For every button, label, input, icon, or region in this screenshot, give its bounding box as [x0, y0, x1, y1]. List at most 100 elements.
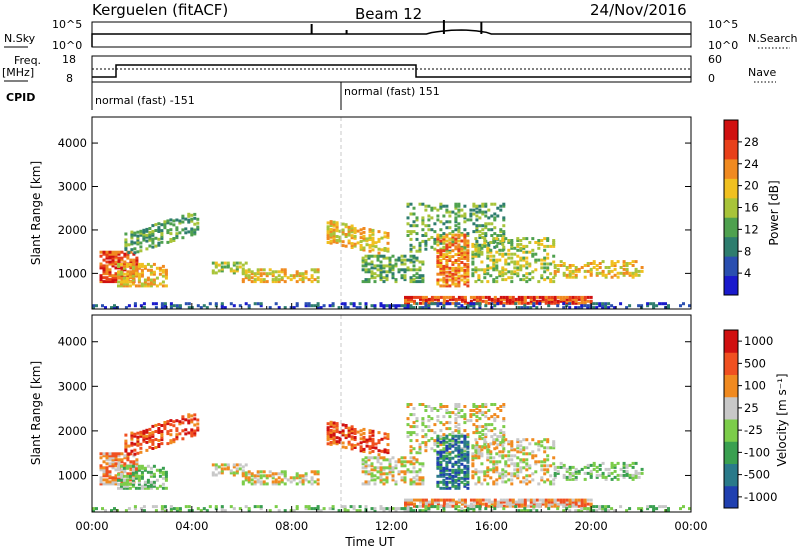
power-cell [409, 212, 413, 216]
velocity-cell [439, 437, 443, 441]
power-cell [131, 262, 135, 266]
velocity-cell [586, 498, 590, 502]
power-cell [460, 214, 464, 218]
power-cell [439, 259, 443, 262]
velocity-cell [463, 466, 467, 470]
power-cell [169, 218, 173, 222]
velocity-cell [113, 507, 116, 511]
velocity-cell [463, 476, 467, 480]
velocity-cell [102, 466, 106, 470]
velocity-cell [409, 460, 413, 464]
power-cell [430, 208, 434, 212]
power-cell [516, 260, 520, 264]
velocity-cell [531, 450, 535, 454]
velocity-cell [499, 500, 503, 504]
velocity-cell [445, 456, 449, 460]
velocity-cell [525, 462, 529, 466]
power-cell [421, 218, 425, 222]
power-cell [586, 306, 590, 310]
velocity-cell [469, 413, 473, 417]
velocity-cell [424, 507, 428, 511]
power-cell [181, 216, 185, 220]
velocity-cell [126, 454, 130, 458]
power-cell [460, 304, 464, 308]
velocity-cell [516, 470, 520, 474]
power-cell [394, 278, 398, 282]
velocity-cell [516, 440, 520, 444]
velocity-cell [486, 456, 490, 460]
power-cell [388, 258, 392, 262]
velocity-cell [439, 464, 443, 468]
power-cell [361, 260, 365, 264]
power-cell [105, 280, 109, 284]
velocity-cell [498, 472, 502, 476]
velocity-cell [565, 469, 569, 473]
velocity-cell [250, 482, 254, 486]
power-cell [604, 266, 608, 269]
velocity-cell [406, 468, 410, 472]
velocity-cell [353, 436, 357, 439]
power-cell [502, 202, 506, 206]
power-cell [628, 304, 632, 308]
power-cell [577, 306, 581, 310]
power-cell [525, 256, 529, 260]
power-cell [457, 245, 461, 249]
power-cell [229, 269, 233, 273]
power-cell [352, 302, 356, 306]
power-cell [471, 272, 475, 276]
power-cell [607, 269, 611, 273]
power-cell [628, 262, 632, 265]
velocity-cell [529, 502, 533, 506]
velocity-cell [146, 478, 150, 482]
power-cell [187, 214, 191, 218]
velocity-cell [133, 507, 137, 511]
velocity-cell [111, 454, 115, 458]
power-cell [99, 266, 103, 270]
velocity-cell [117, 472, 120, 476]
power-cell [412, 220, 416, 224]
velocity-cell [463, 434, 467, 438]
velocity-cell [546, 478, 550, 482]
velocity-cell [490, 502, 494, 506]
power-cell [471, 250, 475, 254]
power-cell [451, 230, 455, 234]
velocity-cell [595, 509, 599, 513]
velocity-cell [463, 470, 467, 474]
power-cell [439, 253, 443, 257]
power-cell [385, 256, 389, 260]
velocity-cell [484, 502, 488, 506]
power-cell [232, 261, 236, 265]
velocity-cell [448, 446, 452, 450]
velocity-cell [105, 466, 109, 470]
velocity-cell [510, 474, 514, 478]
power-cell [329, 231, 333, 235]
velocity-cell [493, 433, 497, 437]
velocity-cell [187, 505, 191, 509]
power-cell [105, 272, 109, 276]
power-cell [448, 255, 452, 259]
power-cell [484, 214, 488, 218]
power-cell [410, 295, 413, 299]
power-cell [133, 251, 137, 255]
velocity-cell [463, 405, 467, 408]
velocity-cell [262, 474, 266, 478]
velocity-cell [101, 507, 104, 511]
power-cell [601, 302, 605, 306]
velocity-cell [415, 451, 419, 455]
power-cell [139, 233, 143, 237]
velocity-cell [424, 441, 428, 445]
velocity-cell [460, 454, 464, 458]
power-cell [421, 274, 425, 278]
velocity-cell [99, 464, 103, 468]
velocity-cell [125, 478, 129, 482]
velocity-cell [552, 440, 556, 444]
power-cell [490, 214, 494, 218]
power-cell [490, 299, 494, 303]
power-cell [460, 299, 464, 303]
velocity-cell [386, 443, 390, 447]
velocity-cell [568, 502, 572, 506]
velocity-cell [105, 468, 109, 472]
velocity-cell [152, 484, 156, 488]
velocity-cell [652, 507, 656, 511]
power-cell [439, 220, 443, 224]
